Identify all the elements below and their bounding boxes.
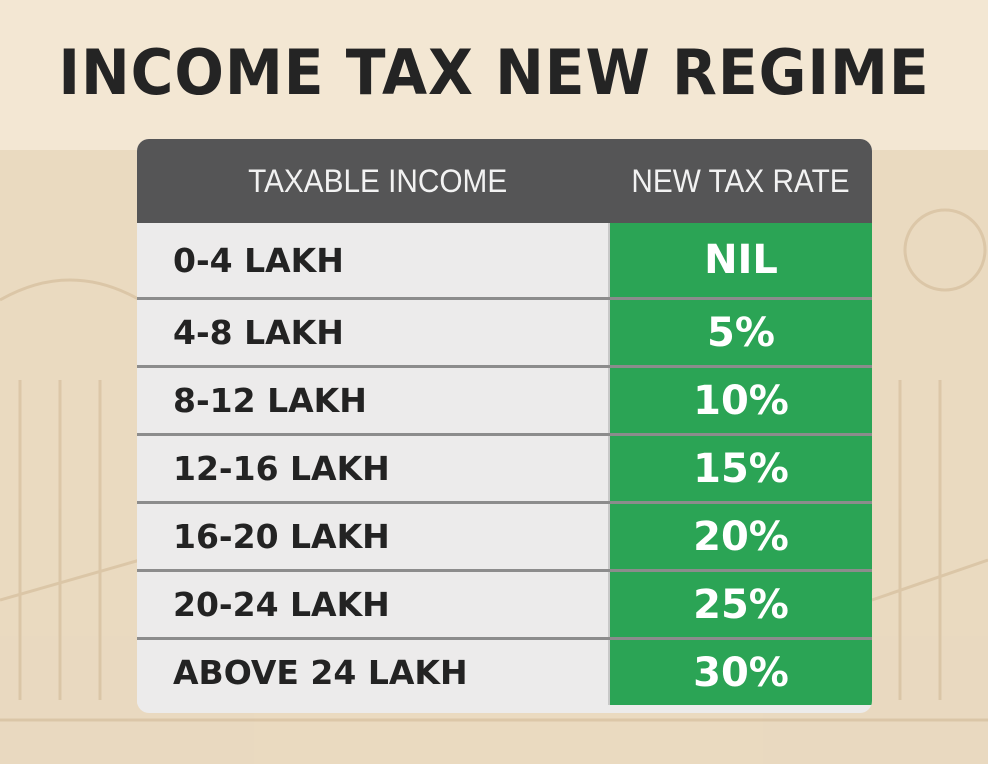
page-title: INCOME TAX NEW REGIME <box>58 36 930 109</box>
table-row: 20-24 LAKH 25% <box>137 569 872 637</box>
table-header: TAXABLE INCOME NEW TAX RATE <box>137 139 872 223</box>
column-header-taxable-income: TAXABLE INCOME <box>248 162 508 199</box>
table-row: 12-16 LAKH 15% <box>137 433 872 501</box>
tax-rate-cell: 20% <box>608 504 872 569</box>
income-slab-cell: 20-24 LAKH <box>137 572 608 637</box>
income-slab-cell: 16-20 LAKH <box>137 504 608 569</box>
tax-rate-cell: 15% <box>608 436 872 501</box>
income-slab-cell: ABOVE 24 LAKH <box>137 640 608 705</box>
tax-rate-cell: 10% <box>608 368 872 433</box>
table-row: 8-12 LAKH 10% <box>137 365 872 433</box>
table-row: ABOVE 24 LAKH 30% <box>137 637 872 705</box>
tax-rate-cell: 5% <box>608 300 872 365</box>
income-slab-cell: 4-8 LAKH <box>137 300 608 365</box>
income-slab-cell: 8-12 LAKH <box>137 368 608 433</box>
income-slab-cell: 12-16 LAKH <box>137 436 608 501</box>
column-header-new-tax-rate: NEW TAX RATE <box>631 162 850 199</box>
table-row: 4-8 LAKH 5% <box>137 297 872 365</box>
income-slab-cell: 0-4 LAKH <box>137 223 608 297</box>
tax-rate-cell: NIL <box>608 223 872 297</box>
table-row: 0-4 LAKH NIL <box>137 223 872 297</box>
tax-rate-cell: 25% <box>608 572 872 637</box>
tax-table: TAXABLE INCOME NEW TAX RATE 0-4 LAKH NIL… <box>137 139 872 713</box>
tax-rate-cell: 30% <box>608 640 872 705</box>
table-row: 16-20 LAKH 20% <box>137 501 872 569</box>
